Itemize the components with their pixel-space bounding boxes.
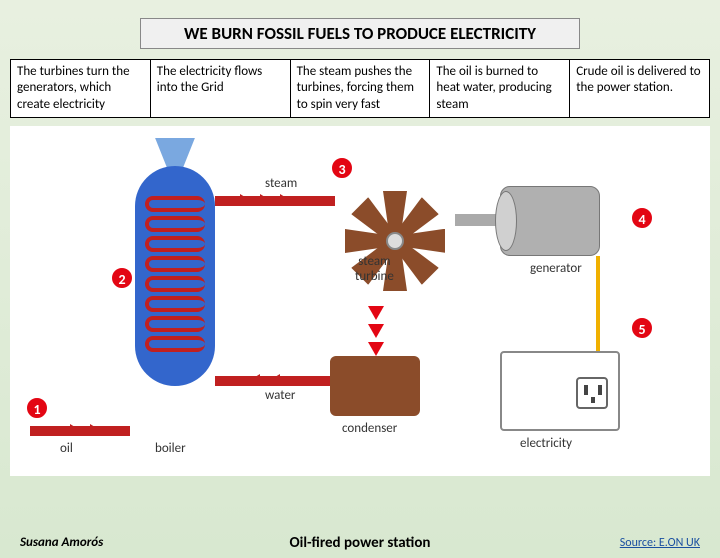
step-cell: The turbines turn the generators, which … [11, 60, 151, 117]
condenser [330, 356, 420, 416]
footer: Susana Amorós Oil-fired power station So… [0, 535, 720, 550]
step-cell: The oil is burned to heat water, produci… [430, 60, 570, 117]
steam-label: steam [265, 176, 297, 191]
step-badge-1: 1 [25, 396, 49, 420]
step-badge-2: 2 [110, 266, 134, 290]
source-link[interactable]: Source: E.ON UK [620, 536, 700, 550]
socket-icon [576, 377, 608, 409]
arrow-icon [70, 424, 80, 436]
arrow-icon [260, 194, 270, 206]
water-label: water [265, 388, 295, 403]
step-cell: The steam pushes the turbines, forcing t… [291, 60, 431, 117]
generator-face [495, 191, 517, 251]
arrow-icon [368, 306, 384, 320]
arrow-icon [250, 374, 260, 386]
electricity-label: electricity [520, 436, 572, 451]
oil-pipe [30, 426, 130, 436]
step-cell: The electricity flows into the Grid [151, 60, 291, 117]
condenser-label: condenser [342, 421, 397, 436]
oil-label: oil [60, 441, 73, 456]
step-badge-4: 4 [630, 206, 654, 230]
funnel [155, 138, 195, 168]
arrow-icon [280, 194, 290, 206]
page-title: WE BURN FOSSIL FUELS TO PRODUCE ELECTRIC… [140, 18, 580, 49]
arrow-icon [368, 324, 384, 338]
steam-pipe [215, 196, 335, 206]
step-badge-3: 3 [330, 156, 354, 180]
step-badge-5: 5 [630, 316, 654, 340]
author-label: Susana Amorós [20, 535, 103, 550]
turbine-label: steam turbine [355, 254, 394, 284]
diagram: oil boiler steam water steam turbine con… [10, 126, 710, 476]
arrow-icon [270, 374, 280, 386]
diagram-caption: Oil-fired power station [290, 534, 431, 552]
arrow-icon [368, 342, 384, 356]
arrow-icon [240, 194, 250, 206]
step-cell: Crude oil is delivered to the power stat… [570, 60, 709, 117]
electricity-outlet [500, 351, 620, 431]
boiler-label: boiler [155, 441, 186, 456]
boiler-coil [145, 196, 205, 366]
arrow-icon [90, 424, 100, 436]
generator-label: generator [530, 261, 582, 276]
steps-table: The turbines turn the generators, which … [10, 59, 710, 118]
